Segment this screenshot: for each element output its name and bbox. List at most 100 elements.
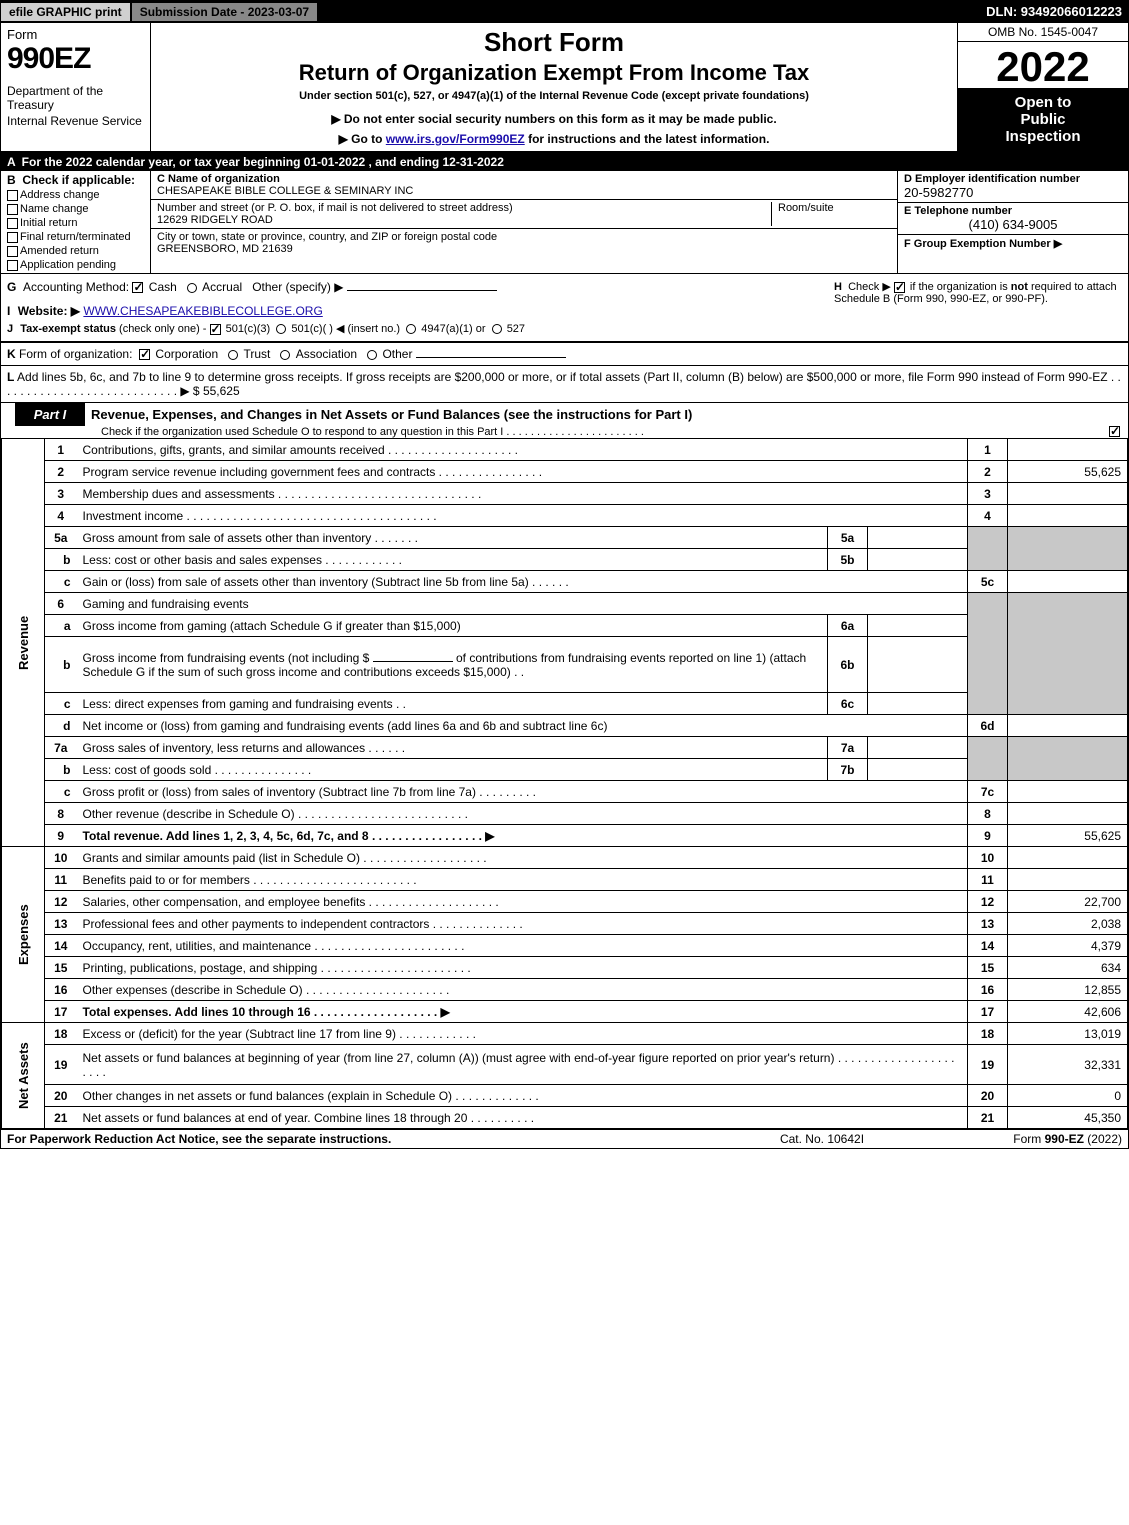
h-col: H Check ▶ if the organization is not req… — [828, 274, 1128, 341]
ein-label: D Employer identification number — [904, 173, 1122, 185]
submission-date-label: Submission Date - 2023-03-07 — [132, 3, 317, 21]
val-2: 55,625 — [1008, 461, 1128, 483]
chk-cash[interactable] — [132, 282, 143, 293]
chk-corporation[interactable] — [139, 349, 150, 360]
g-col: G Accounting Method: Cash Accrual Other … — [1, 274, 828, 341]
ln-10: 10 — [45, 847, 77, 869]
shadeval-6 — [1008, 593, 1128, 715]
chk-4947[interactable] — [406, 324, 416, 334]
j-opt1: 501(c)(3) — [226, 323, 271, 335]
chk-501c[interactable] — [276, 324, 286, 334]
cash-label: Cash — [149, 280, 177, 294]
chk-schedule-o[interactable] — [1109, 426, 1120, 437]
row-gh: G Accounting Method: Cash Accrual Other … — [1, 274, 1128, 341]
ln-5b: b — [45, 549, 77, 571]
h-text1: Check ▶ — [848, 281, 891, 293]
mini-6a: 6a — [828, 615, 868, 637]
group-exempt-label: F Group Exemption Number ▶ — [904, 237, 1122, 250]
street-value: 12629 RIDGELY ROAD — [157, 214, 771, 226]
footer-right-pre: Form — [1013, 1132, 1044, 1146]
k-opt2: Association — [296, 347, 357, 361]
chk-address-change[interactable]: Address change — [7, 189, 144, 201]
val-4 — [1008, 505, 1128, 527]
city-label: City or town, state or province, country… — [157, 231, 891, 243]
dept-treasury: Department of the Treasury — [7, 84, 144, 112]
chk-label-5: Application pending — [20, 259, 116, 271]
footer-left: For Paperwork Reduction Act Notice, see … — [7, 1132, 722, 1146]
h-not: not — [1011, 281, 1028, 293]
line-21-desc: Net assets or fund balances at end of ye… — [77, 1107, 968, 1129]
line-6b-desc1: Gross income from fundraising events (no… — [83, 651, 370, 665]
ein-value: 20-5982770 — [904, 185, 1122, 200]
row-k: K Form of organization: Corporation Trus… — [1, 341, 1128, 366]
shade-6 — [968, 593, 1008, 715]
chk-label-0: Address change — [20, 189, 100, 201]
return-title: Return of Organization Exempt From Incom… — [159, 60, 949, 86]
chk-association[interactable] — [280, 350, 290, 360]
k-opt3: Other — [382, 347, 412, 361]
ln-11: 11 — [45, 869, 77, 891]
part1-title: Revenue, Expenses, and Changes in Net As… — [85, 403, 1128, 426]
irs-link[interactable]: www.irs.gov/Form990EZ — [386, 132, 525, 146]
line-9-desc: Total revenue. Add lines 1, 2, 3, 4, 5c,… — [77, 825, 968, 847]
mini-5a: 5a — [828, 527, 868, 549]
inspection-line2: Public — [962, 111, 1124, 128]
chk-name-change[interactable]: Name change — [7, 203, 144, 215]
val-6d — [1008, 715, 1128, 737]
chk-other-org[interactable] — [367, 350, 377, 360]
chk-accrual[interactable] — [187, 283, 197, 293]
other-org-input[interactable] — [416, 357, 566, 358]
l-text: Add lines 5b, 6c, and 7b to line 9 to de… — [7, 370, 1121, 398]
footer: For Paperwork Reduction Act Notice, see … — [1, 1129, 1128, 1148]
ln-19: 19 — [45, 1045, 77, 1085]
footer-catno: Cat. No. 10642I — [722, 1132, 922, 1146]
key-2: 2 — [968, 461, 1008, 483]
chk-527[interactable] — [492, 324, 502, 334]
dln-label: DLN: 93492066012223 — [980, 4, 1128, 19]
chk-final-return[interactable]: Final return/terminated — [7, 231, 144, 243]
chk-501c3[interactable] — [210, 324, 221, 335]
line-7c-desc: Gross profit or (loss) from sales of inv… — [77, 781, 968, 803]
c-name-label: C Name of organization — [157, 173, 891, 185]
line-6c-desc: Less: direct expenses from gaming and fu… — [77, 693, 828, 715]
k-label: Form of organization: — [19, 347, 132, 361]
website-link[interactable]: WWW.CHESAPEAKEBIBLECOLLEGE.ORG — [83, 304, 322, 318]
line-2-desc: Program service revenue including govern… — [77, 461, 968, 483]
part1-table: Revenue 1 Contributions, gifts, grants, … — [1, 438, 1128, 1129]
val-16: 12,855 — [1008, 979, 1128, 1001]
key-10: 10 — [968, 847, 1008, 869]
line-4-desc: Investment income . . . . . . . . . . . … — [77, 505, 968, 527]
key-11: 11 — [968, 869, 1008, 891]
minival-6a — [868, 615, 968, 637]
ln-4: 4 — [45, 505, 77, 527]
key-20: 20 — [968, 1085, 1008, 1107]
chk-trust[interactable] — [228, 350, 238, 360]
ln-5a: 5a — [45, 527, 77, 549]
chk-h[interactable] — [894, 282, 905, 293]
chk-amended-return[interactable]: Amended return — [7, 245, 144, 257]
ln-8: 8 — [45, 803, 77, 825]
val-11 — [1008, 869, 1128, 891]
form-990ez-page: efile GRAPHIC print Submission Date - 20… — [0, 0, 1129, 1149]
ln-7b: b — [45, 759, 77, 781]
key-19: 19 — [968, 1045, 1008, 1085]
chk-application-pending[interactable]: Application pending — [7, 259, 144, 271]
part1-sub-text: Check if the organization used Schedule … — [101, 426, 644, 438]
l-val: 55,625 — [203, 384, 240, 398]
ln-6b: b — [45, 637, 77, 693]
ln-21: 21 — [45, 1107, 77, 1129]
minival-6c — [868, 693, 968, 715]
ln-6c: c — [45, 693, 77, 715]
chk-initial-return[interactable]: Initial return — [7, 217, 144, 229]
inspection-line1: Open to — [962, 94, 1124, 111]
shadeval-5 — [1008, 527, 1128, 571]
short-form-title: Short Form — [159, 27, 949, 58]
line-19-desc: Net assets or fund balances at beginning… — [77, 1045, 968, 1085]
other-specify-input[interactable] — [347, 290, 497, 291]
efile-print-button[interactable]: efile GRAPHIC print — [1, 3, 130, 21]
ln-7c: c — [45, 781, 77, 803]
key-3: 3 — [968, 483, 1008, 505]
val-9: 55,625 — [1008, 825, 1128, 847]
g-label: Accounting Method: — [23, 280, 129, 294]
shade-5 — [968, 527, 1008, 571]
